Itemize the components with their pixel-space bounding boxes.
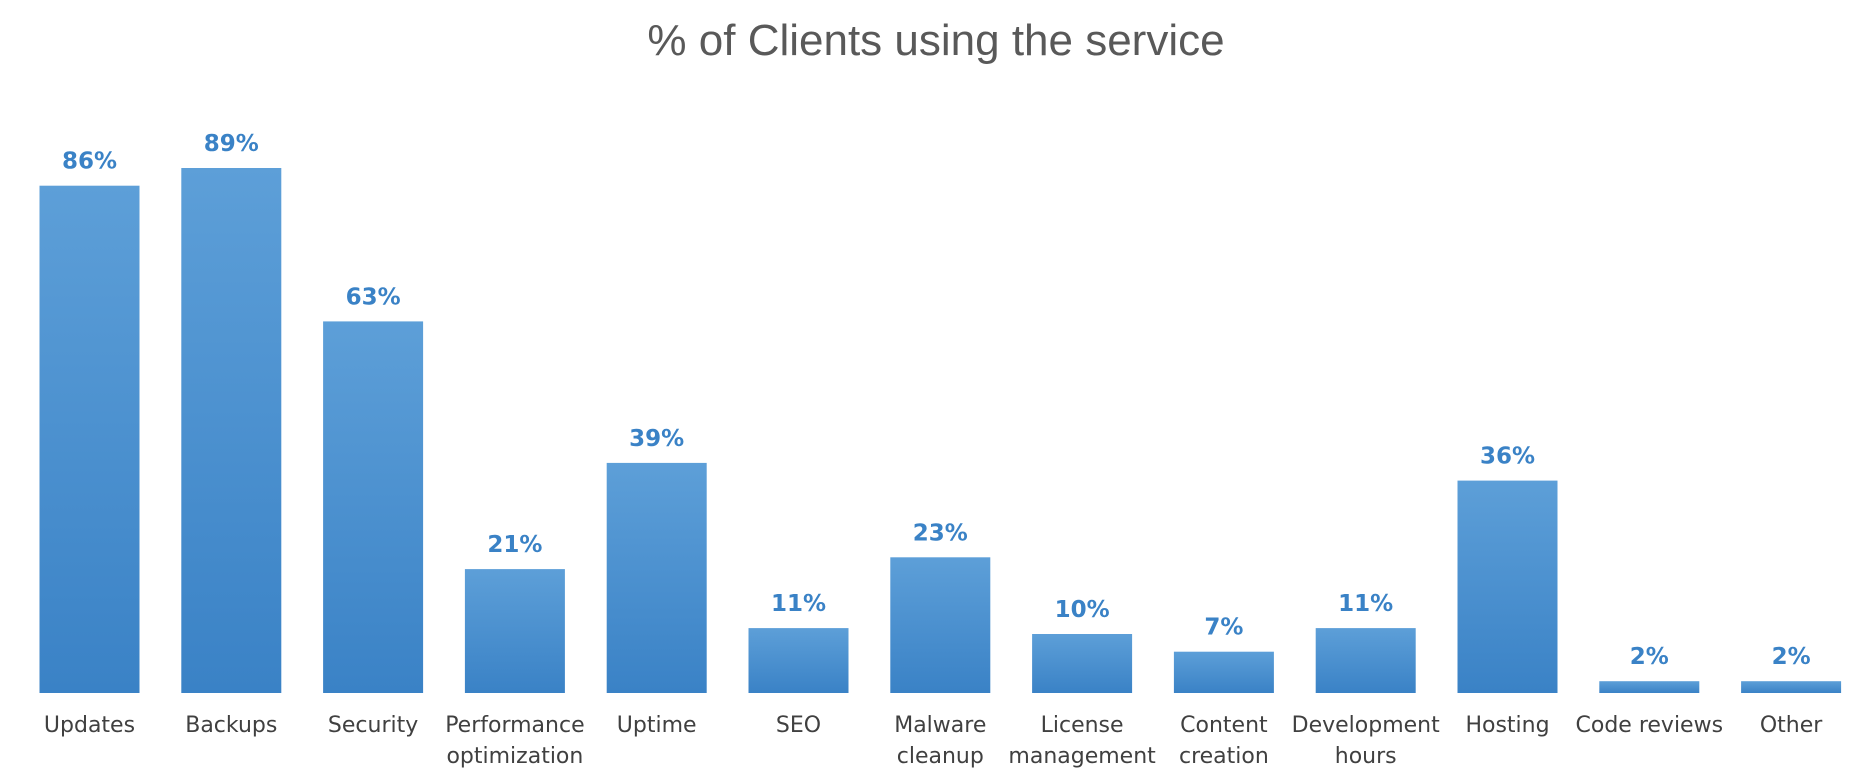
category-label-6-line-1: cleanup <box>897 744 984 768</box>
category-label-10: Hosting <box>1465 713 1549 738</box>
data-labels-layer: 86% 89% 63% 21% 39% 11% 23% 10% 7% 11% 36% 2% 2% <box>62 131 1811 670</box>
bar-4 <box>606 462 707 693</box>
data-label-8: 7% <box>1204 615 1243 641</box>
bar-5 <box>748 628 849 693</box>
bar-1 <box>181 168 282 693</box>
category-label-6-line-0: Malware <box>894 713 986 738</box>
category-label-2: Security <box>328 713 418 738</box>
category-label-1: Backups <box>185 713 277 738</box>
bar-8 <box>1173 651 1274 693</box>
category-label-9-line-1: hours <box>1335 744 1397 768</box>
data-label-1: 89% <box>204 131 259 157</box>
data-label-3: 21% <box>487 532 542 558</box>
bar-6 <box>890 557 991 693</box>
bar-2 <box>323 321 424 693</box>
category-label-5: SEO <box>776 713 821 738</box>
category-label-3-line-1: optimization <box>446 744 583 768</box>
category-label-11: Code reviews <box>1576 713 1724 738</box>
category-label-9-line-0: Development <box>1292 713 1440 738</box>
chart-title: % of Clients using the service <box>647 16 1224 65</box>
data-label-11: 2% <box>1630 644 1669 670</box>
category-label-7-line-0: License <box>1041 713 1124 738</box>
bar-3 <box>464 569 565 693</box>
bar-12 <box>1741 681 1842 693</box>
category-labels-layer: Updates Backups Security Performance optimiz… <box>44 713 1823 768</box>
bar-0 <box>39 185 140 693</box>
data-label-6: 23% <box>913 520 968 546</box>
bar-11 <box>1599 681 1700 693</box>
category-label-12: Other <box>1760 713 1823 738</box>
bar-7 <box>1032 634 1133 693</box>
data-label-10: 36% <box>1480 444 1535 470</box>
category-label-7-line-1: management <box>1008 744 1156 768</box>
category-label-8-line-0: Content <box>1180 713 1268 738</box>
data-label-9: 11% <box>1338 591 1393 617</box>
bar-9 <box>1315 628 1416 693</box>
data-label-12: 2% <box>1772 644 1811 670</box>
data-label-5: 11% <box>771 591 826 617</box>
bars-layer <box>39 168 1842 693</box>
category-label-0: Updates <box>44 713 135 738</box>
data-label-0: 86% <box>62 149 117 175</box>
category-label-3-line-0: Performance <box>445 713 584 738</box>
data-label-7: 10% <box>1055 597 1110 623</box>
bar-10 <box>1457 480 1558 693</box>
data-label-2: 63% <box>346 284 401 310</box>
data-label-4: 39% <box>629 426 684 452</box>
category-label-4: Uptime <box>617 713 697 738</box>
category-label-8-line-1: creation <box>1179 744 1269 768</box>
